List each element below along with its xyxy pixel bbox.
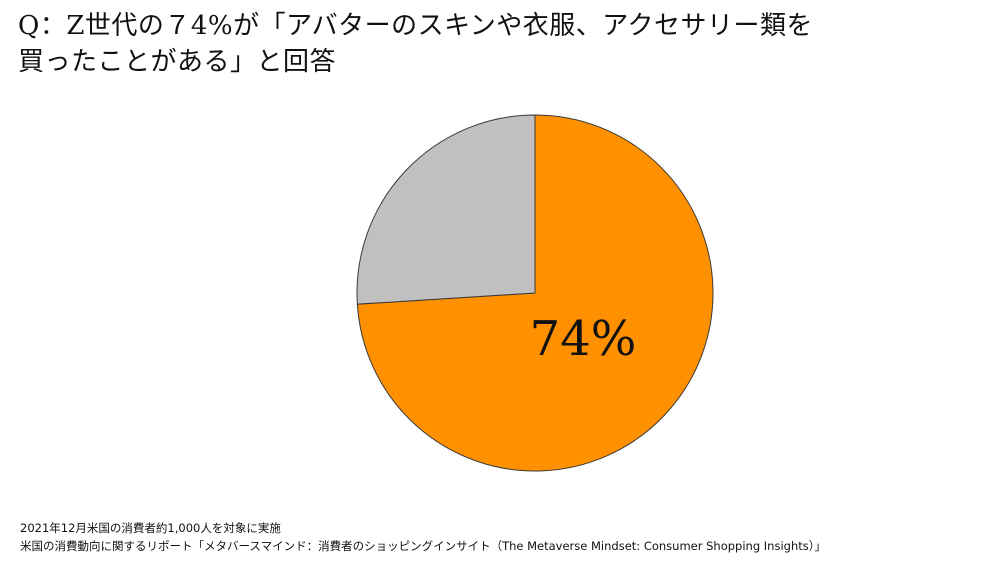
source-notes: 2021年12月米国の消費者約1,000人を対象に実施 米国の消費動向に関するリ…	[20, 519, 826, 555]
pie-slice-1	[356, 114, 536, 305]
pie-labels: 74%	[530, 311, 637, 367]
title-line-2: 買ったことがある」と回答	[18, 47, 337, 77]
page-title: Q：Z世代の７4%が「アバターのスキンや衣服、アクセサリー類を 買ったことがある…	[18, 8, 968, 80]
source-note: 米国の消費動向に関するリポート「メタバースマインド：消費者のショッピングインサイ…	[20, 539, 826, 553]
pie-label-0: 74%	[530, 311, 637, 367]
title-line-1: Q：Z世代の７4%が「アバターのスキンや衣服、アクセサリー類を	[18, 11, 814, 41]
pie-slices	[356, 114, 714, 472]
survey-note: 2021年12月米国の消費者約1,000人を対象に実施	[20, 521, 281, 535]
